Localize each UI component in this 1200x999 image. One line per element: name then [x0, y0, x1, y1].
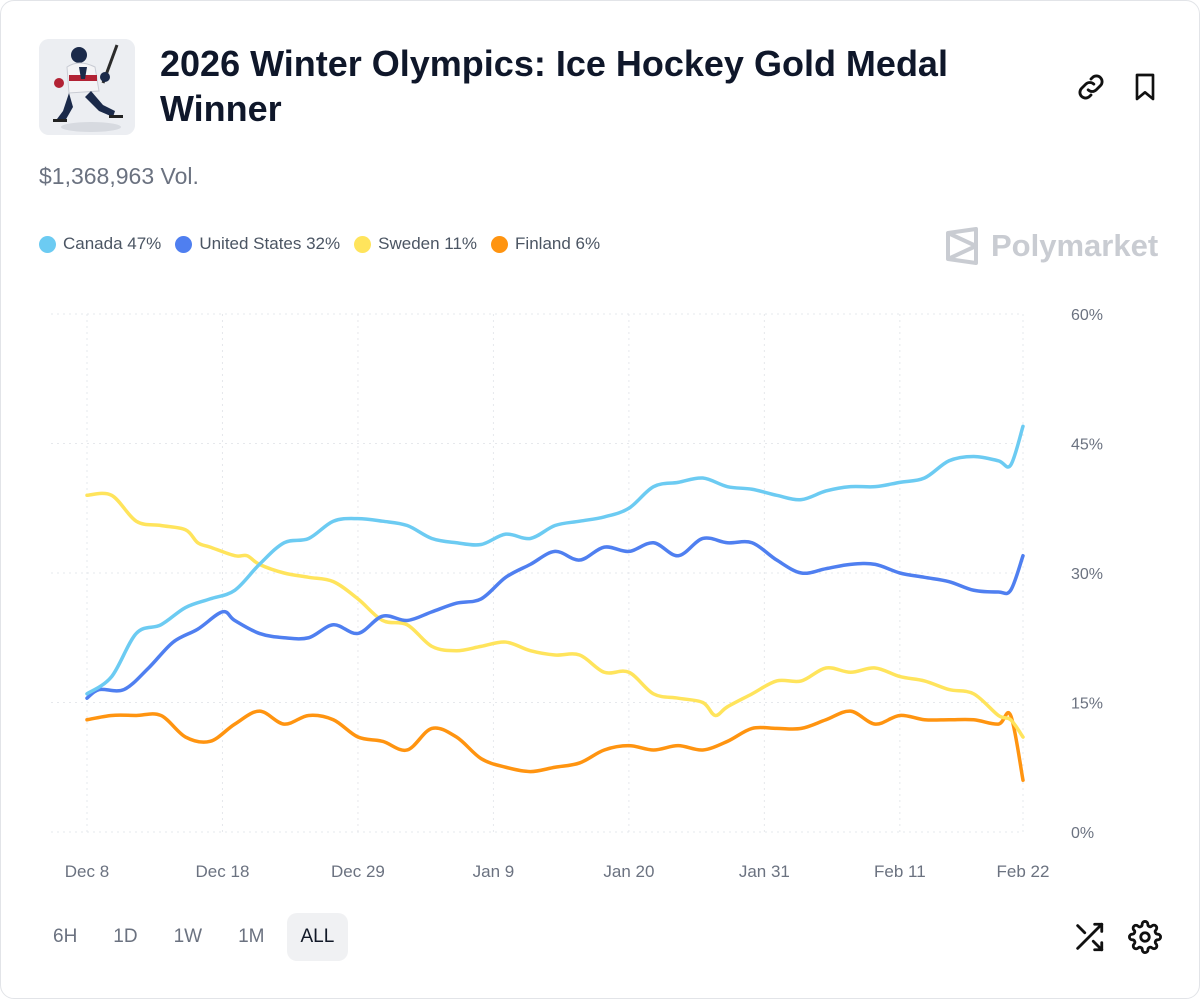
polymarket-watermark: Polymarket [945, 227, 1158, 265]
legend-item-canada[interactable]: Canada 47% [39, 234, 161, 254]
x-tick-label: Feb 22 [997, 862, 1050, 881]
link-icon [1078, 74, 1104, 100]
series-line-united-states [85, 536, 1025, 700]
x-tick-label: Dec 18 [196, 862, 250, 881]
range-1w-button[interactable]: 1W [173, 926, 203, 947]
gear-icon [1128, 920, 1162, 954]
range-all-button[interactable]: ALL [286, 913, 349, 961]
y-tick-label: 30% [1071, 566, 1103, 583]
x-tick-label: Dec 29 [331, 862, 385, 881]
legend-label: Finland 6% [515, 234, 601, 253]
legend-dot [354, 235, 372, 253]
legend-label: Sweden 11% [378, 234, 478, 253]
time-range-selector: 6H 1D 1W 1M ALL [39, 913, 349, 961]
y-tick-label: 0% [1071, 825, 1094, 842]
brand-name: Polymarket [991, 228, 1159, 263]
series-line-canada [85, 424, 1025, 696]
range-1d-button[interactable]: 1D [113, 926, 138, 947]
x-tick-label: Jan 31 [739, 862, 790, 881]
chart-settings-button[interactable] [1125, 917, 1165, 957]
chart-svg: 0% 15% 30% 45% 60% Dec 8 Dec 18 Dec 29 Jan 9 Jan … [51, 307, 1103, 881]
price-chart[interactable]: 0% 15% 30% 45% 60% Dec 8 Dec 18 Dec 29 Jan 9 Jan … [1, 291, 1200, 891]
y-tick-label: 15% [1071, 696, 1103, 713]
polymarket-logo-icon [946, 227, 978, 265]
range-1m-button[interactable]: 1M [238, 926, 265, 947]
legend-label: United States 32% [199, 234, 341, 253]
legend-item-sweden[interactable]: Sweden 11% [354, 234, 477, 254]
x-tick-label: Jan 20 [603, 862, 654, 881]
y-tick-label: 60% [1071, 307, 1103, 324]
hockey-player-image [39, 39, 135, 135]
series-line-finland [85, 709, 1025, 782]
y-tick-label: 45% [1071, 437, 1103, 454]
x-tick-label: Feb 11 [874, 862, 926, 881]
market-thumbnail[interactable] [39, 39, 135, 135]
copy-link-button[interactable] [1071, 67, 1111, 107]
market-title: 2026 Winter Olympics: Ice Hockey Gold Me… [160, 43, 948, 129]
legend-label: Canada 47% [63, 234, 162, 253]
shuffle-button[interactable] [1069, 917, 1109, 957]
legend-dot [491, 235, 509, 253]
chart-legend: Canada 47% United States 32% Sweden 11% … [39, 234, 600, 254]
shuffle-icon [1076, 922, 1104, 952]
volume-text: $1,368,963 Vol. [39, 163, 199, 189]
x-tick-label: Dec 8 [65, 862, 109, 881]
bookmark-icon [1135, 73, 1155, 101]
legend-dot [39, 235, 56, 253]
series-line-sweden [85, 491, 1025, 739]
x-tick-label: Jan 9 [473, 862, 515, 881]
legend-dot [175, 235, 193, 253]
bookmark-button[interactable] [1125, 67, 1165, 107]
legend-item-united-states[interactable]: United States 32% [175, 234, 340, 254]
range-6h-button[interactable]: 6H [53, 926, 78, 947]
legend-item-finland[interactable]: Finland 6% [491, 234, 600, 254]
